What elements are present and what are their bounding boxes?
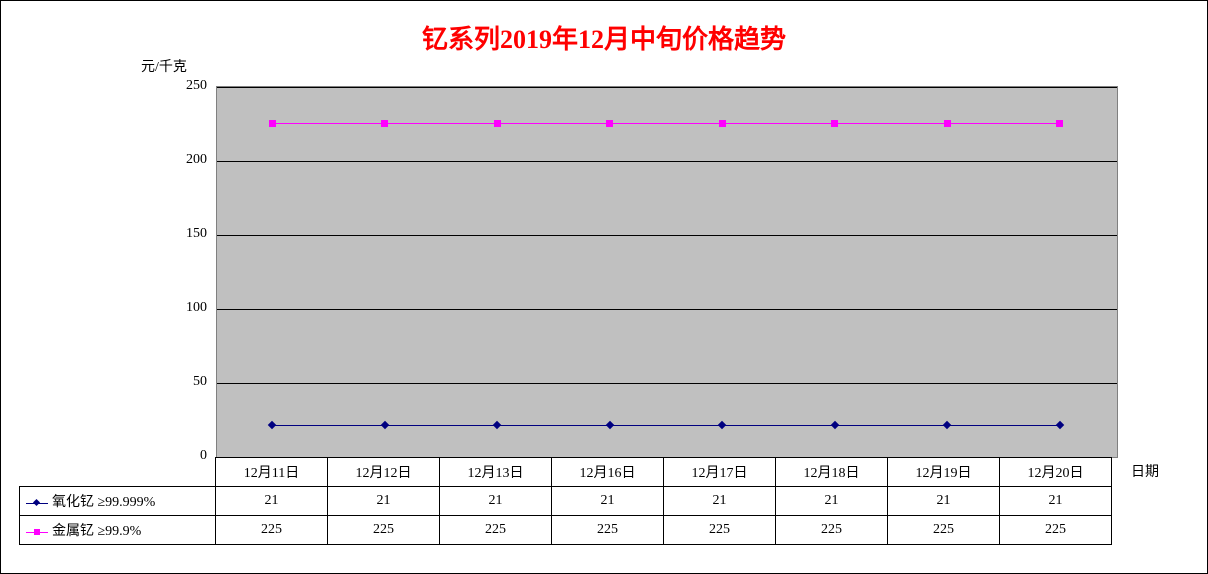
data-table-body: 12月11日12月12日12月13日12月16日12月17日12月18日12月1… — [20, 458, 1112, 545]
value-cell: 21 — [888, 487, 1000, 516]
series-marker — [831, 120, 838, 127]
date-header: 12月12日 — [328, 458, 440, 487]
value-cell: 21 — [328, 487, 440, 516]
value-cell: 21 — [552, 487, 664, 516]
legend-cell: 氧化钇 ≥99.999% — [20, 487, 216, 516]
y-tick-label: 200 — [167, 152, 207, 168]
date-header: 12月17日 — [664, 458, 776, 487]
y-axis-label: 元/千克 — [141, 56, 187, 76]
date-header: 12月19日 — [888, 458, 1000, 487]
series-line — [272, 425, 1060, 426]
value-cell: 225 — [440, 516, 552, 545]
value-cell: 225 — [888, 516, 1000, 545]
date-header: 12月16日 — [552, 458, 664, 487]
value-cell: 21 — [1000, 487, 1112, 516]
chart-container: 钇系列2019年12月中旬价格趋势 元/千克 日期 12月11日12月12日12… — [0, 0, 1208, 574]
series-marker — [381, 120, 388, 127]
legend-cell: 金属钇 ≥99.9% — [20, 516, 216, 545]
y-tick-label: 0 — [167, 448, 207, 464]
value-cell: 21 — [776, 487, 888, 516]
legend-marker — [26, 527, 48, 537]
legend-label: 金属钇 ≥99.9% — [52, 524, 141, 539]
value-cell: 21 — [216, 487, 328, 516]
grid-line — [217, 383, 1117, 384]
grid-line — [217, 87, 1117, 88]
date-header: 12月11日 — [216, 458, 328, 487]
series-marker — [606, 120, 613, 127]
date-header: 12月13日 — [440, 458, 552, 487]
date-header: 12月20日 — [1000, 458, 1112, 487]
grid-line — [217, 235, 1117, 236]
chart-title: 钇系列2019年12月中旬价格趋势 — [1, 19, 1207, 56]
series-marker — [944, 120, 951, 127]
legend-marker — [26, 498, 48, 508]
value-cell: 225 — [552, 516, 664, 545]
date-header: 12月18日 — [776, 458, 888, 487]
y-tick-label: 150 — [167, 226, 207, 242]
y-tick-label: 250 — [167, 78, 207, 94]
value-cell: 225 — [776, 516, 888, 545]
grid-line — [217, 161, 1117, 162]
data-table: 12月11日12月12日12月13日12月16日12月17日12月18日12月1… — [19, 457, 1112, 545]
value-cell: 225 — [216, 516, 328, 545]
series-marker — [494, 120, 501, 127]
series-line — [272, 123, 1060, 124]
value-cell: 225 — [664, 516, 776, 545]
value-cell: 225 — [328, 516, 440, 545]
y-tick-label: 100 — [167, 300, 207, 316]
legend-label: 氧化钇 ≥99.999% — [52, 495, 155, 510]
value-cell: 21 — [664, 487, 776, 516]
value-cell: 225 — [1000, 516, 1112, 545]
series-marker — [719, 120, 726, 127]
table-row: 氧化钇 ≥99.999%2121212121212121 — [20, 487, 1112, 516]
x-axis-label: 日期 — [1131, 461, 1159, 481]
y-tick-label: 50 — [167, 374, 207, 390]
value-cell: 21 — [440, 487, 552, 516]
series-marker — [269, 120, 276, 127]
series-marker — [1056, 120, 1063, 127]
grid-line — [217, 309, 1117, 310]
plot-area — [216, 86, 1118, 458]
table-row: 金属钇 ≥99.9%225225225225225225225225 — [20, 516, 1112, 545]
